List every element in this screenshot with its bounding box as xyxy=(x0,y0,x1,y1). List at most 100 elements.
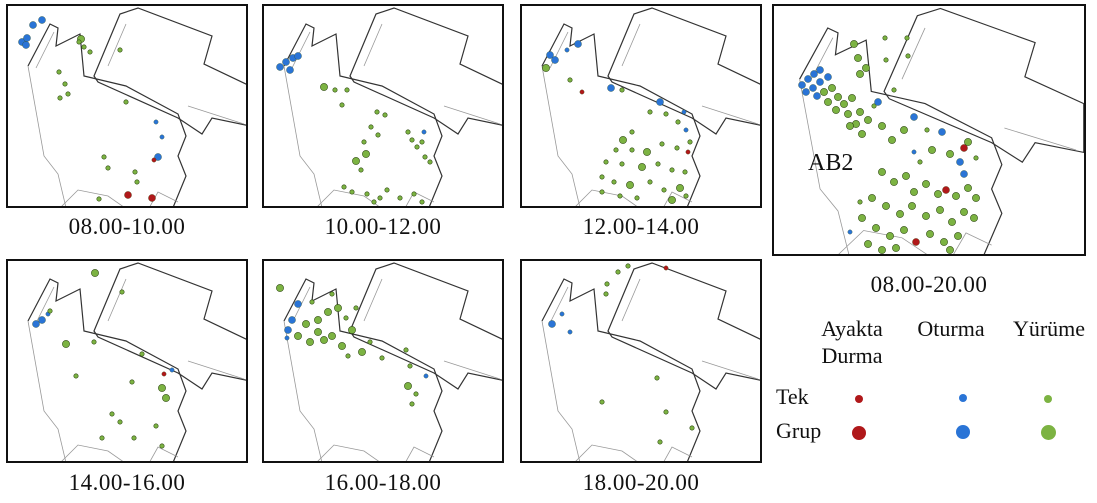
time-caption-1400-1600: 14.00-16.00 xyxy=(68,470,186,495)
marker-yurume-grup xyxy=(960,208,968,216)
marker-ayakta-durma-grup xyxy=(942,186,950,194)
marker-yurume-grup xyxy=(320,83,328,91)
plaza-outline xyxy=(27,278,187,461)
marker-ayakta-durma-grup xyxy=(912,238,920,246)
building-block xyxy=(607,7,760,135)
marker-yurume-tek xyxy=(405,129,411,135)
marker-yurume-tek xyxy=(613,147,619,153)
marker-yurume-tek xyxy=(117,419,123,425)
marker-yurume-tek xyxy=(129,379,135,385)
marker-yurume-grup xyxy=(840,100,848,108)
marker-oturma-tek xyxy=(564,47,570,53)
marker-yurume-grup xyxy=(890,178,898,186)
marker-yurume-grup xyxy=(626,181,634,189)
marker-yurume-tek xyxy=(659,141,665,147)
marker-yurume-grup xyxy=(878,246,886,254)
marker-yurume-tek xyxy=(599,189,605,195)
legend-header-oturma: Oturma xyxy=(917,316,985,341)
marker-yurume-tek xyxy=(599,174,605,180)
marker-yurume-tek xyxy=(411,191,417,197)
marker-yurume-grup xyxy=(850,40,858,48)
plaza-outline-inner xyxy=(541,286,581,461)
marker-oturma-grup xyxy=(960,170,968,178)
marker-yurume-grup xyxy=(964,184,972,192)
building-block xyxy=(93,7,246,135)
marker-yurume-tek xyxy=(871,103,877,109)
area-label: AB2 xyxy=(808,150,854,176)
marker-yurume-tek xyxy=(669,167,675,173)
marker-yurume-grup xyxy=(338,342,346,350)
legend-dot-oturma-tek xyxy=(959,394,967,402)
marker-yurume-tek xyxy=(341,184,347,190)
marker-oturma-grup xyxy=(282,58,290,66)
marker-yurume-tek xyxy=(364,191,370,197)
marker-yurume-grup xyxy=(910,188,918,196)
marker-oturma-grup xyxy=(816,78,824,86)
marker-yurume-tek xyxy=(414,144,420,150)
marker-oturma-grup xyxy=(546,51,554,59)
marker-yurume-grup xyxy=(348,326,356,334)
marker-yurume-grup xyxy=(334,304,342,312)
marker-yurume-tek xyxy=(99,435,105,441)
marker-yurume-tek xyxy=(47,308,53,314)
marker-yurume-tek xyxy=(87,49,93,55)
marker-yurume-tek xyxy=(419,139,425,145)
marker-yurume-grup xyxy=(362,150,370,158)
marker-yurume-grup xyxy=(619,136,627,144)
marker-yurume-tek xyxy=(379,355,385,361)
marker-yurume-grup xyxy=(846,122,854,130)
marker-yurume-tek xyxy=(345,353,351,359)
map-layer xyxy=(798,7,1084,254)
marker-yurume-grup xyxy=(864,240,872,248)
marker-yurume-grup xyxy=(970,214,978,222)
marker-yurume-grup xyxy=(638,163,646,171)
marker-yurume-grup xyxy=(832,106,840,114)
marker-yurume-tek xyxy=(603,159,609,165)
marker-yurume-tek xyxy=(73,373,79,379)
marker-ayakta-durma-grup xyxy=(960,144,968,152)
marker-yurume-tek xyxy=(375,132,381,138)
marker-yurume-tek xyxy=(117,47,123,53)
building-block-inner xyxy=(621,278,759,380)
marker-yurume-grup xyxy=(878,168,886,176)
marker-yurume-grup xyxy=(936,206,944,214)
marker-ayakta-durma-tek xyxy=(685,149,691,155)
marker-oturma-grup xyxy=(32,320,40,328)
marker-yurume-tek xyxy=(883,57,889,63)
marker-yurume-tek xyxy=(132,169,138,175)
marker-yurume-tek xyxy=(663,409,669,415)
map-layer xyxy=(18,7,246,206)
marker-yurume-tek xyxy=(904,35,910,41)
marker-yurume-tek xyxy=(309,299,315,305)
marker-oturma-grup xyxy=(551,56,559,64)
marker-yurume-tek xyxy=(62,81,68,87)
marker-yurume-tek xyxy=(617,193,623,199)
marker-yurume-grup xyxy=(872,224,880,232)
marker-yurume-tek xyxy=(604,281,610,287)
plaza-outline-inner xyxy=(27,286,67,461)
marker-yurume-grup xyxy=(896,210,904,218)
marker-oturma-grup xyxy=(294,52,302,60)
marker-yurume-tek xyxy=(374,109,380,115)
marker-oturma-tek xyxy=(681,109,687,115)
marker-yurume-grup xyxy=(934,190,942,198)
marker-oturma-grup xyxy=(548,320,556,328)
marker-yurume-tek xyxy=(329,291,335,297)
marker-yurume-tek xyxy=(615,269,621,275)
marker-oturma-grup xyxy=(286,66,294,74)
marker-yurume-tek xyxy=(134,179,140,185)
marker-yurume-grup xyxy=(954,232,962,240)
legend-header-yurume: Yürüme xyxy=(1012,316,1086,341)
building-block xyxy=(93,262,246,390)
marker-yurume-grup xyxy=(878,122,886,130)
marker-yurume-tek xyxy=(567,77,573,83)
marker-oturma-grup xyxy=(22,41,30,49)
marker-yurume-grup xyxy=(856,108,864,116)
marker-yurume-tek xyxy=(403,347,409,353)
lower-structure xyxy=(61,444,179,461)
marker-oturma-grup xyxy=(276,63,284,71)
marker-yurume-tek xyxy=(629,147,635,153)
marker-yurume-tek xyxy=(76,39,82,45)
marker-yurume-tek xyxy=(599,399,605,405)
building-block xyxy=(607,262,760,390)
